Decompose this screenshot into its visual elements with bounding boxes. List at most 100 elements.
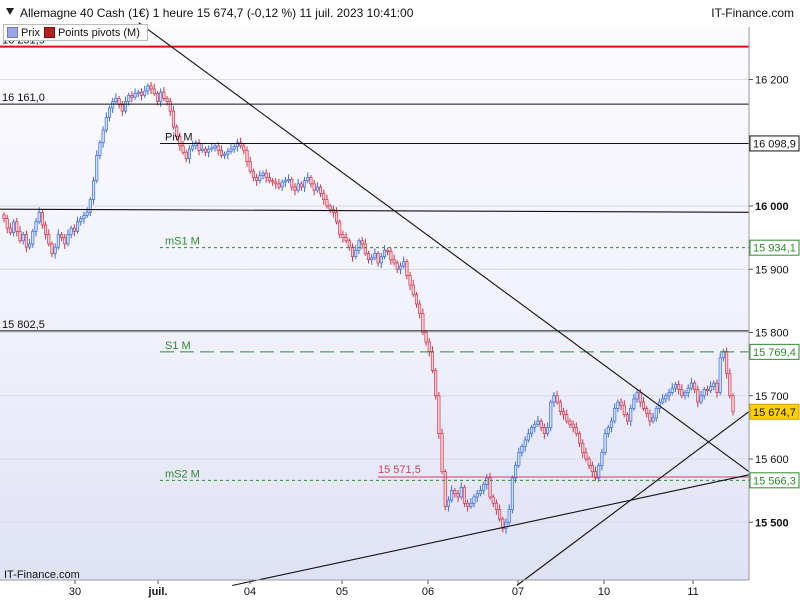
candle-body — [309, 177, 313, 185]
candle-body — [104, 117, 108, 131]
candle-body — [651, 417, 655, 422]
candle-body — [616, 401, 620, 409]
level-badge-text-7: 15 566,3 — [753, 475, 796, 487]
candle-body — [315, 186, 319, 191]
candle-body — [520, 446, 524, 454]
candle-body — [72, 227, 76, 232]
candle-body — [606, 427, 610, 435]
candle-body — [37, 211, 41, 223]
candle-body — [654, 408, 658, 419]
candle-body — [255, 177, 259, 182]
candle-body — [200, 148, 204, 151]
candle-body — [402, 261, 406, 267]
candle-body — [248, 161, 252, 172]
candle-body — [638, 392, 642, 403]
candle-body — [229, 148, 233, 152]
candle-body — [731, 395, 735, 413]
candle-body — [507, 509, 511, 523]
candle-body — [670, 387, 674, 393]
candle-body — [5, 218, 9, 229]
candle-body — [130, 94, 134, 98]
candle-body — [443, 471, 447, 507]
candle-body — [427, 341, 431, 352]
candle-body — [203, 148, 207, 153]
candle-body — [565, 414, 569, 422]
candle-body — [261, 172, 265, 176]
candle-body — [587, 458, 591, 466]
candle-body — [609, 420, 614, 428]
candle-body — [98, 142, 102, 156]
candle-body — [226, 151, 230, 155]
candle-body — [334, 211, 339, 223]
candle-body — [277, 183, 281, 188]
candle-body — [312, 183, 316, 191]
candle-body — [114, 98, 118, 102]
candle-body — [485, 477, 489, 485]
candle-body — [680, 389, 684, 397]
candle-body — [79, 218, 83, 223]
candle-body — [462, 487, 466, 504]
candle-body — [290, 179, 294, 188]
candle-body — [424, 332, 428, 343]
candle-body — [645, 408, 649, 414]
candle-body — [347, 240, 351, 248]
level-value-left-1: 16 161,0 — [2, 92, 45, 104]
candle-body — [159, 91, 163, 102]
x-tick-label-2: 04 — [244, 586, 256, 598]
y-tick-label-5: 15 600 — [755, 454, 789, 466]
candle-body — [514, 464, 518, 479]
candle-body — [219, 149, 223, 156]
candle-body — [360, 240, 364, 245]
price-badge — [749, 403, 800, 420]
candle-body — [178, 136, 182, 147]
candle-body — [12, 221, 16, 233]
candle-body — [395, 262, 399, 270]
candle-body — [498, 509, 502, 520]
candle-body — [590, 464, 594, 473]
candle-body — [526, 433, 530, 441]
legend-item-pivots[interactable]: Points pivots (M) — [43, 27, 140, 39]
candle-body — [69, 227, 73, 235]
candle-body — [635, 392, 639, 400]
candle-body — [50, 243, 54, 254]
brand-label: IT-Finance.com — [711, 6, 794, 20]
candle-body — [689, 382, 693, 389]
candle-body — [389, 251, 393, 261]
candle-body — [187, 148, 191, 159]
legend-swatch-pivots — [43, 27, 55, 38]
candle-body — [491, 496, 495, 504]
candle-body — [28, 243, 32, 248]
level-name-2: Piv M — [165, 131, 193, 143]
candle-body — [280, 181, 284, 188]
candle-body — [405, 261, 409, 276]
candle-body — [619, 401, 623, 406]
candle-body — [373, 253, 377, 259]
candle-body — [622, 404, 626, 416]
candle-body — [210, 147, 214, 150]
y-tick-label-4: 15 700 — [755, 391, 789, 403]
candle-body — [18, 230, 22, 242]
candle-body — [581, 442, 585, 454]
candle-body — [718, 357, 722, 393]
menu-arrow-icon[interactable] — [6, 8, 14, 15]
candle-body — [501, 518, 505, 529]
candle-body — [725, 351, 729, 374]
candle-body — [194, 142, 198, 147]
candle-body — [414, 294, 419, 305]
candle-body — [139, 91, 144, 96]
candle-body — [673, 384, 677, 389]
candle-body — [549, 401, 553, 428]
candle-body — [31, 230, 35, 245]
legend-item-prix[interactable]: Prix — [7, 27, 40, 39]
candle-body — [411, 284, 415, 295]
candle-body — [542, 427, 546, 435]
candle-body — [469, 502, 473, 507]
candle-body — [53, 246, 57, 254]
candle-body — [446, 499, 450, 507]
candle-body — [251, 170, 255, 178]
candle-body — [152, 88, 156, 94]
candle-body — [101, 129, 105, 144]
candle-body — [641, 401, 646, 409]
candle-body — [561, 411, 566, 416]
candle-body — [306, 177, 310, 182]
